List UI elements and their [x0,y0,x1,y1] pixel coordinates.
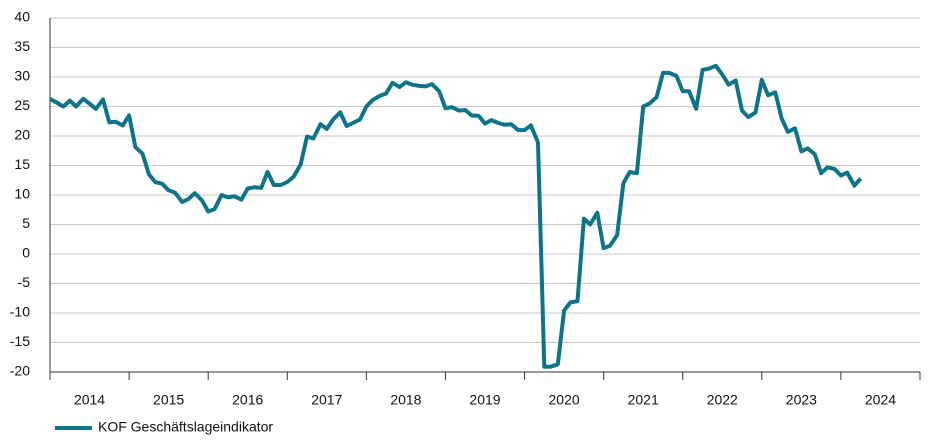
x-tick-label: 2020 [549,392,580,408]
y-tick-label: -5 [18,274,31,290]
y-tick-label: 10 [14,186,30,202]
y-tick-label: 0 [22,245,30,261]
x-tick-label: 2018 [390,392,421,408]
data-line [49,63,863,369]
y-tick-label: 40 [14,9,30,25]
x-tick-label: 2024 [865,392,896,408]
y-tick-label: -15 [10,333,30,349]
y-tick-label: 25 [14,97,30,113]
y-tick-label: -10 [10,304,30,320]
y-tick-label: 30 [14,68,30,84]
legend-label: KOF Geschäftslageindikator [98,419,273,435]
x-tick-label: 2015 [153,392,184,408]
x-tick-label: 2022 [707,392,738,408]
x-tick-label: 2014 [74,392,105,408]
x-tick-label: 2021 [628,392,659,408]
y-tick-label: 20 [14,127,30,143]
x-tick-label: 2023 [786,392,817,408]
y-tick-label: 35 [14,38,30,54]
x-tick-label: 2017 [311,392,342,408]
y-tick-label: -20 [10,363,30,379]
y-tick-label: 15 [14,156,30,172]
y-tick-label: 5 [22,215,30,231]
x-tick-label: 2019 [469,392,500,408]
x-tick-label: 2016 [232,392,263,408]
